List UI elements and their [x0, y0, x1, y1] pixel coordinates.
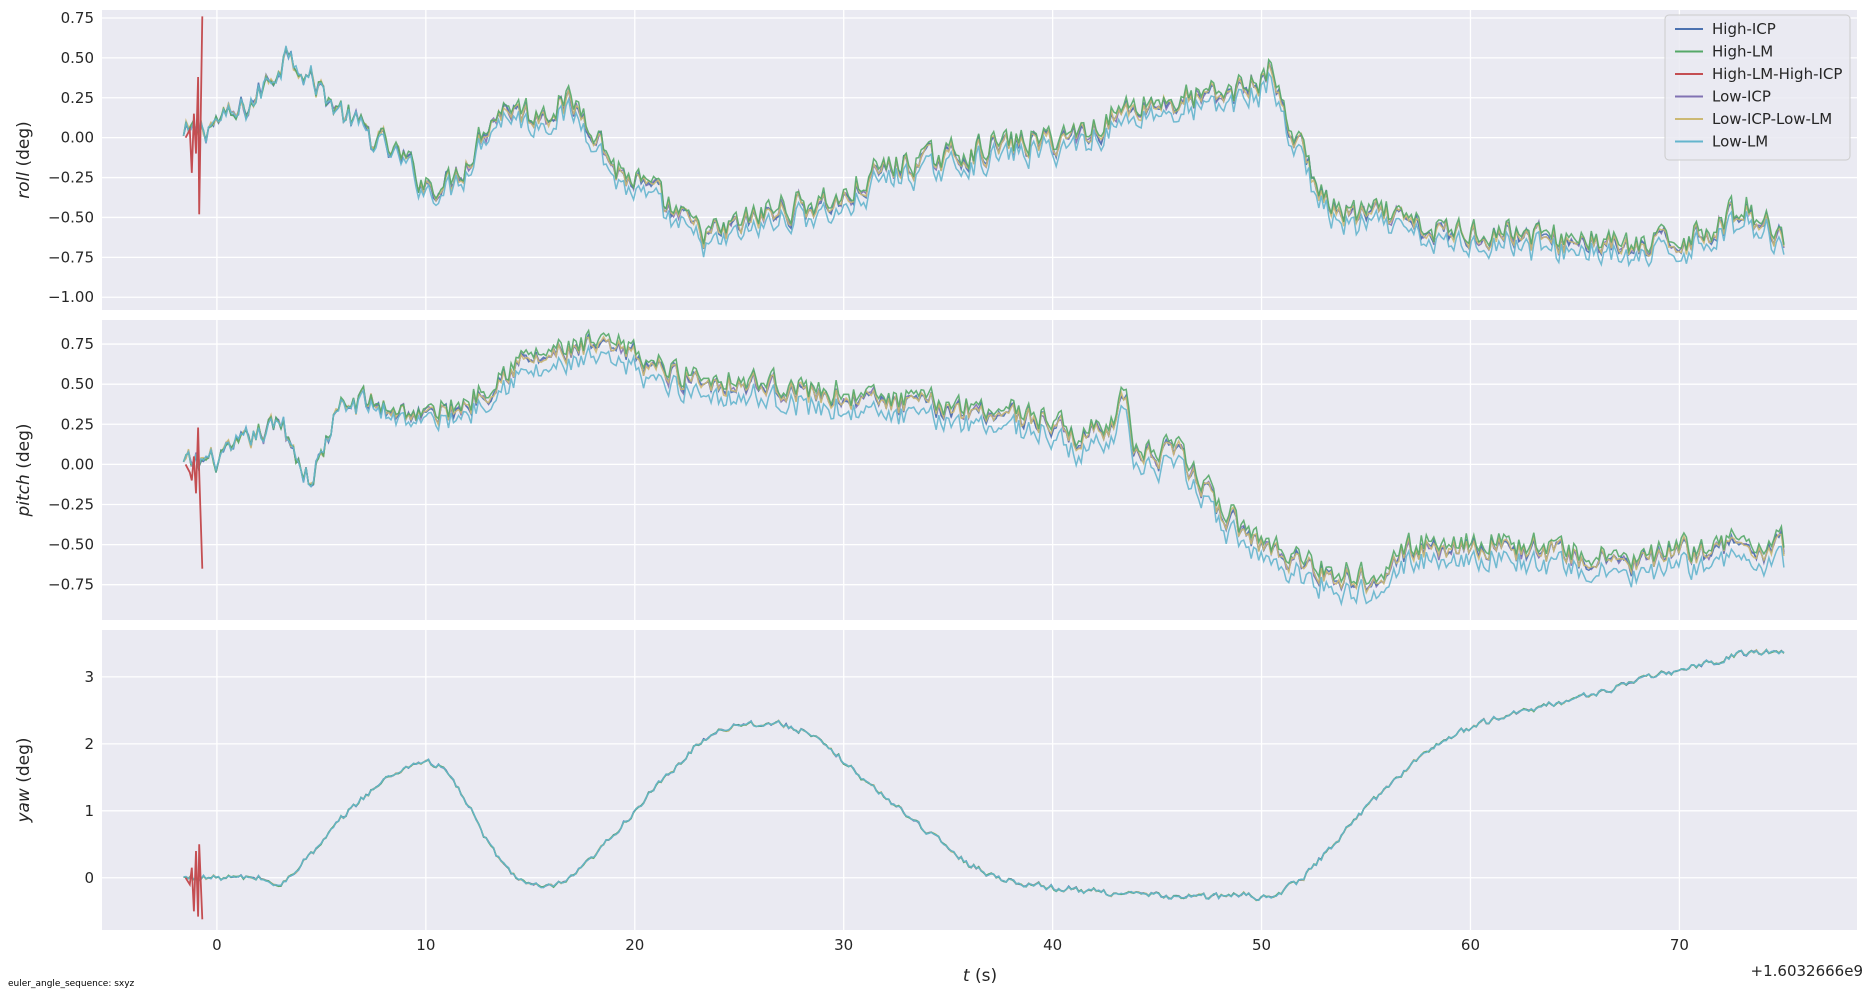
y-tick-label: 0.75: [61, 335, 94, 353]
y-tick-label: 3: [84, 668, 94, 686]
plot-area-pitch: [102, 320, 1857, 620]
series-group-roll: [182, 16, 1785, 268]
plot-area-yaw: [102, 630, 1857, 930]
subplot-roll: 0.75 0.50 0.25 0.00 −0.25 −0.50 −0.75 −1.00 roll…: [14, 9, 1857, 310]
x-tick-label: 50: [1252, 936, 1271, 954]
footnote: euler_angle_sequence: sxyz: [8, 979, 135, 989]
plot-area-roll: [102, 10, 1857, 310]
x-tick-label: 30: [834, 936, 853, 954]
x-tick-label: 60: [1461, 936, 1480, 954]
legend-label: High-ICP: [1712, 20, 1776, 38]
series-line-low-lm: [183, 648, 1785, 902]
legend-frame: [1664, 14, 1851, 161]
y-tick-label: −0.50: [48, 536, 94, 554]
x-tick-label: 40: [1043, 936, 1062, 954]
y-tick-label: 1: [84, 802, 94, 820]
y-tick-label: −0.75: [48, 576, 94, 594]
legend-label: High-LM-High-ICP: [1712, 65, 1842, 83]
series-line-low-lm: [182, 45, 1785, 268]
series-line-high-lm-high-icp: [184, 427, 204, 569]
series-group-yaw: [183, 648, 1785, 920]
y-tick-label: 0.50: [61, 375, 94, 393]
x-tick-label: 70: [1670, 936, 1689, 954]
y-axis-label-pitch: pitch (deg): [14, 423, 34, 517]
y-axis-label-roll: roll (deg): [14, 121, 34, 199]
x-tick-label: 20: [625, 936, 644, 954]
series-line-high-lm-high-icp: [184, 16, 204, 215]
y-tick-label: −0.50: [48, 208, 94, 226]
subplot-pitch: 0.75 0.50 0.25 0.00 −0.25 −0.50 −0.75 pitch (de…: [14, 320, 1857, 620]
subplot-stack: 0.75 0.50 0.25 0.00 −0.25 −0.50 −0.75 −1.00 roll…: [14, 9, 1857, 954]
x-axis-label: t (s): [963, 966, 997, 986]
series-line-high-lm-high-icp: [184, 844, 204, 920]
y-tick-label: 2: [84, 735, 94, 753]
series-group-pitch: [182, 328, 1785, 607]
x-tick-label: 10: [416, 936, 435, 954]
y-tick-label: 0.50: [61, 49, 94, 67]
y-tick-label: 0.00: [61, 455, 94, 473]
series-line-high-lm: [182, 328, 1785, 586]
series-line-low-lm: [182, 344, 1785, 607]
y-tick-label: 0: [84, 869, 94, 887]
legend-label: High-LM: [1712, 43, 1773, 61]
y-tick-label: −0.25: [48, 169, 94, 187]
legend: High-ICP High-LM High-LM-High-ICP Low-ICP Lo…: [1664, 14, 1851, 161]
y-tick-label: 0.25: [61, 89, 94, 107]
y-tick-label: 0.00: [61, 129, 94, 147]
y-axis-label-yaw: yaw (deg): [14, 737, 34, 823]
y-tick-label: 0.75: [61, 9, 94, 27]
y-tick-label: −1.00: [48, 288, 94, 306]
legend-label: Low-LM: [1712, 133, 1768, 151]
legend-label: Low-ICP: [1712, 88, 1771, 106]
x-tick-label: 0: [212, 936, 222, 954]
y-tick-label: 0.25: [61, 415, 94, 433]
series-line-high-lm: [182, 47, 1785, 255]
y-tick-label: −0.25: [48, 495, 94, 513]
y-tick-label: −0.75: [48, 248, 94, 266]
legend-label: Low-ICP-Low-LM: [1712, 110, 1832, 128]
x-offset-text: +1.6032666e9: [1751, 962, 1863, 980]
